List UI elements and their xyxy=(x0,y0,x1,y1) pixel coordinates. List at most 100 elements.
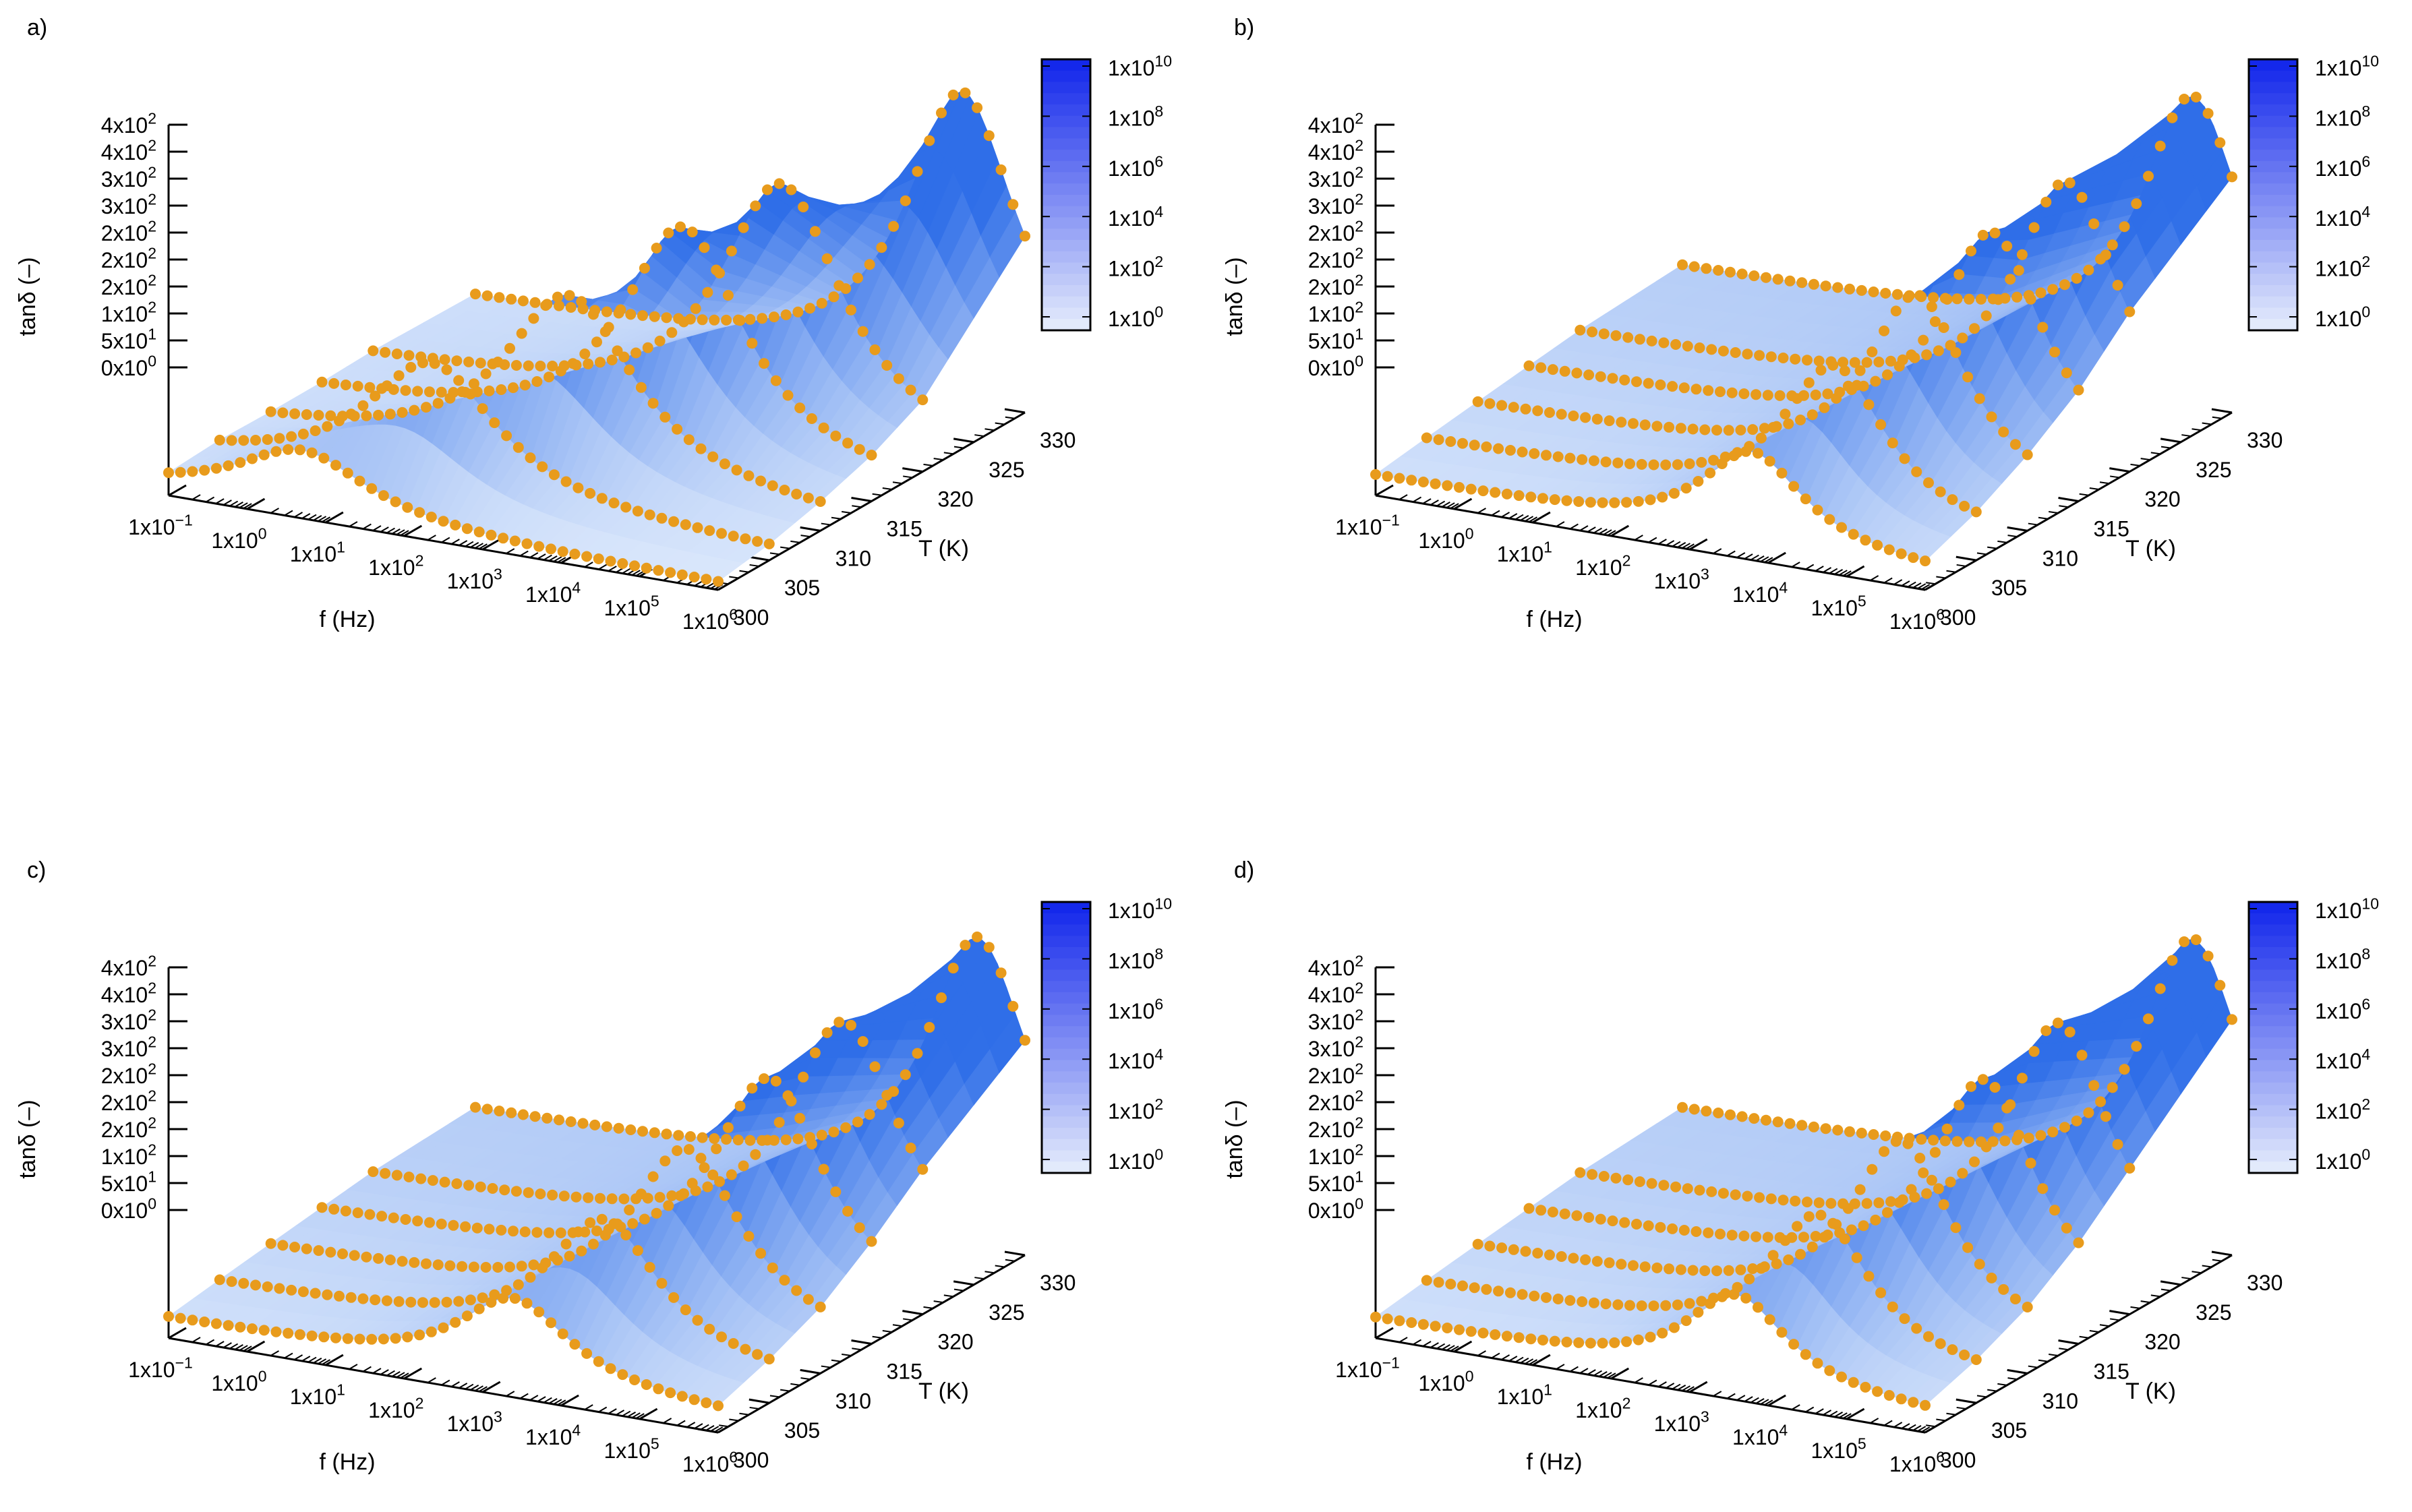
data-point xyxy=(570,359,582,371)
data-point xyxy=(576,1245,587,1257)
data-point xyxy=(471,386,483,398)
data-point xyxy=(1883,1390,1895,1401)
x-minor-tick xyxy=(1648,537,1657,543)
data-point xyxy=(1591,1256,1603,1267)
x-tick-label-exp: 0 xyxy=(1465,1368,1474,1385)
x-minor-tick xyxy=(1685,543,1695,549)
x-major-tick xyxy=(1453,497,1473,510)
data-point xyxy=(345,1292,357,1303)
z-tick-label-base: 0x10 xyxy=(1308,356,1355,380)
data-point xyxy=(540,1257,552,1269)
data-point xyxy=(2095,1096,2107,1108)
data-point xyxy=(665,567,676,578)
data-point xyxy=(697,314,708,326)
x-tick-label: 1x100 xyxy=(211,1368,266,1395)
x-minor-tick xyxy=(349,1364,358,1370)
data-point xyxy=(2154,983,2166,994)
data-point xyxy=(1822,1230,1833,1240)
x-minor-tick xyxy=(441,537,450,543)
data-point xyxy=(1825,1198,1837,1209)
z-tick-label-exp: 2 xyxy=(1355,164,1363,181)
data-point xyxy=(250,1279,261,1291)
x-tick-label-exp: 3 xyxy=(1701,1408,1709,1426)
data-point xyxy=(1622,332,1634,343)
data-point xyxy=(1957,1168,1968,1179)
data-point xyxy=(364,382,376,393)
data-point xyxy=(1771,421,1782,432)
x-minor-tick xyxy=(1514,1356,1524,1363)
data-point xyxy=(1868,1129,1879,1140)
z-tick-label: 0x100 xyxy=(101,353,156,380)
y-tick-label: 320 xyxy=(2144,487,2180,512)
z-tick-label-exp: 2 xyxy=(1355,952,1363,970)
y-minor-tick xyxy=(933,1300,943,1304)
x-tick-label-exp: 0 xyxy=(258,525,267,543)
data-point xyxy=(390,496,401,508)
data-point xyxy=(740,1343,751,1355)
data-point xyxy=(755,475,767,487)
y-minor-tick xyxy=(2181,1277,2192,1280)
data-point xyxy=(596,493,608,504)
x-minor-tick xyxy=(294,1354,303,1360)
data-point xyxy=(1504,445,1516,456)
x-minor-tick xyxy=(1520,515,1529,521)
data-point xyxy=(1810,1231,1821,1242)
x-tick-label-base: 1x10 xyxy=(682,1452,729,1476)
z-tick-label: 2x102 xyxy=(101,245,156,272)
data-point xyxy=(2025,1157,2036,1169)
data-point xyxy=(750,200,761,212)
y-minor-tick xyxy=(2049,1354,2059,1357)
data-point xyxy=(1753,448,1763,459)
y-tick-label: 305 xyxy=(784,576,820,600)
data-point xyxy=(1920,555,1931,567)
z-tick-label-base: 3x10 xyxy=(1308,1010,1355,1034)
data-point xyxy=(818,1163,829,1175)
x-minor-tick xyxy=(1607,530,1616,536)
colorbar-segment xyxy=(2249,240,2297,252)
data-point xyxy=(567,1227,579,1238)
data-point xyxy=(680,519,691,531)
data-point xyxy=(1929,1147,1941,1158)
data-point xyxy=(541,299,553,310)
data-point xyxy=(888,1086,900,1097)
data-point xyxy=(357,400,369,411)
x-minor-tick xyxy=(1883,577,1893,584)
x-minor-tick xyxy=(1870,1418,1879,1424)
data-point xyxy=(1890,305,1902,317)
data-point xyxy=(690,1185,701,1197)
data-point xyxy=(1885,355,1896,367)
data-point xyxy=(262,434,273,445)
data-point xyxy=(1761,1114,1771,1126)
data-point xyxy=(1767,1250,1779,1261)
x-minor-tick xyxy=(1912,1425,1922,1431)
data-point xyxy=(1858,1220,1869,1232)
data-point xyxy=(2214,979,2226,991)
data-point xyxy=(1547,1207,1558,1217)
x-minor-tick xyxy=(1815,1408,1824,1414)
data-point xyxy=(1879,1146,1890,1157)
data-point xyxy=(702,286,713,298)
data-point xyxy=(1989,227,2001,239)
colorbar-segment xyxy=(1042,1060,1090,1072)
data-point xyxy=(1950,1222,1962,1234)
x-minor-tick xyxy=(1893,579,1903,585)
y-minor-tick xyxy=(790,540,800,543)
data-point xyxy=(905,384,916,396)
data-point xyxy=(334,1290,345,1302)
x-minor-tick xyxy=(234,502,243,508)
data-point xyxy=(763,1354,775,1365)
data-point xyxy=(1776,467,1788,479)
x-minor-tick xyxy=(1713,1391,1722,1397)
y-tick-label: 305 xyxy=(784,1418,820,1443)
data-point xyxy=(637,310,648,322)
data-point xyxy=(630,1193,642,1205)
data-point xyxy=(815,1301,826,1312)
data-point xyxy=(1751,1231,1762,1242)
data-point xyxy=(1744,441,1755,452)
data-point xyxy=(917,394,929,406)
data-point xyxy=(1783,1254,1794,1265)
data-point xyxy=(1998,1283,2009,1295)
data-point xyxy=(1744,1273,1755,1285)
data-point xyxy=(665,1387,676,1399)
x-major-tick xyxy=(168,1327,187,1339)
